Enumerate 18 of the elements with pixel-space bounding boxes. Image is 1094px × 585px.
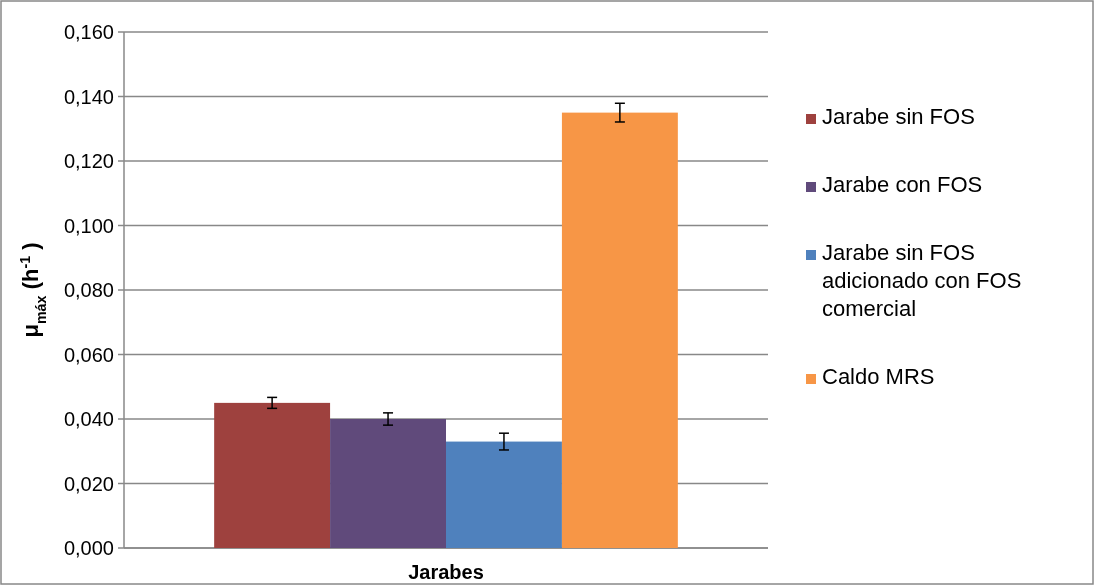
legend-label: Jarabe con FOS (822, 172, 983, 197)
bar (330, 419, 446, 548)
y-tick-label: 0,120 (63, 150, 114, 172)
legend-label: Jarabe sin FOS adicionado con FOS comercial (822, 240, 1022, 321)
legend-label: Caldo MRS (822, 364, 935, 389)
bar (214, 402, 331, 548)
y-tick-label: 0,060 (63, 343, 114, 366)
y-tick-label: 0,040 (63, 408, 114, 430)
bar (446, 441, 562, 548)
y-tick-label: 0,020 (63, 472, 114, 495)
x-axis-title: Jarabes (408, 561, 484, 583)
y-tick-label: 0,100 (63, 214, 114, 237)
y-tick-label: 0,000 (63, 537, 114, 559)
y-tick-label: 0,140 (63, 85, 114, 108)
y-tick-label: 0,080 (63, 279, 114, 301)
legend-label: Jarabe sin FOS (822, 104, 975, 129)
bar (561, 112, 678, 548)
y-tick-label: 0,160 (63, 21, 114, 43)
